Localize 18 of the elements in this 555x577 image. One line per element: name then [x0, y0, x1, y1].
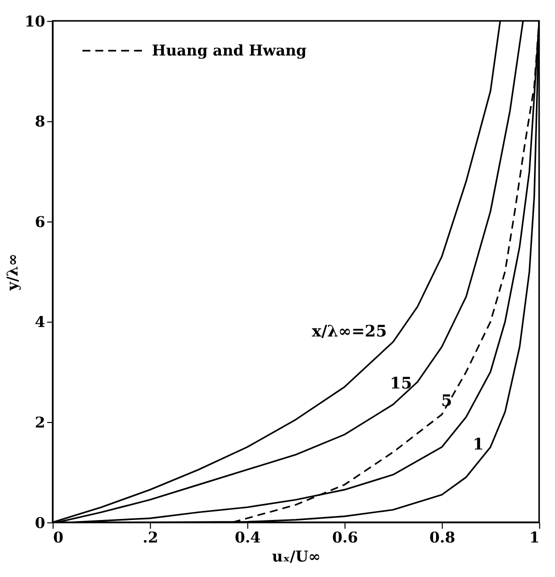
x-tick-label: 0.4: [234, 528, 261, 547]
y-axis-title: y/λ∞: [4, 254, 22, 292]
annotation: x/λ∞=25: [312, 322, 387, 341]
legend-label: Huang and Hwang: [152, 42, 308, 60]
y-tick-label: 6: [34, 212, 46, 231]
y-tick-label: 2: [34, 413, 46, 432]
y-tick-label: 4: [34, 313, 46, 332]
annotation: 15: [390, 373, 412, 392]
y-tick-label: 8: [34, 112, 46, 131]
x-tick-label: 0: [53, 528, 64, 547]
x-tick-label: .2: [142, 528, 158, 547]
x-tick-label: 0.6: [332, 528, 358, 547]
x-axis-title: uₓ/U∞: [272, 548, 321, 566]
annotation: 1: [472, 434, 484, 454]
y-tick-label: 0: [34, 514, 46, 532]
x-tick-label: 1: [529, 528, 540, 547]
y-tick-label: 10: [24, 12, 46, 30]
x-tick-label: 0.8: [429, 528, 456, 547]
